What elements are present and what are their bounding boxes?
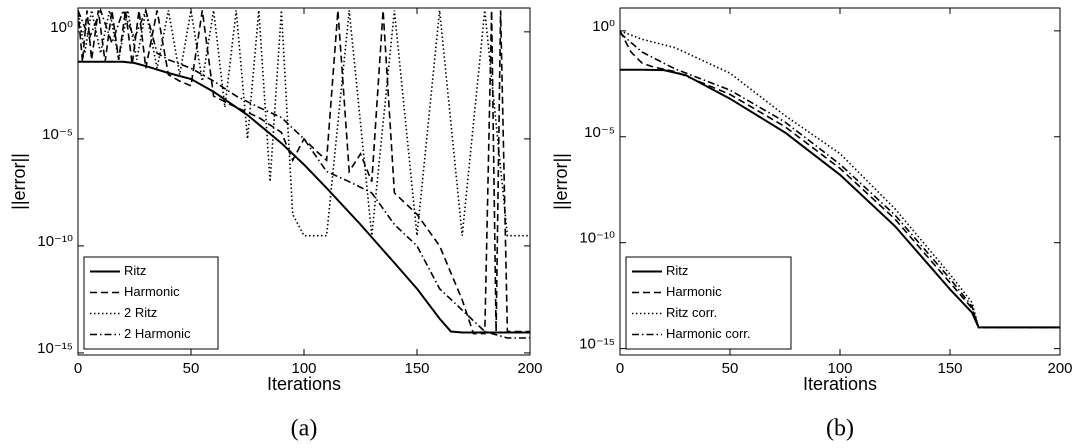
x-tick-label: 100 — [827, 360, 852, 377]
legend-label: Harmonic corr. — [666, 326, 751, 341]
legend-label: Harmonic — [124, 284, 180, 299]
y-tick-label: 10⁻¹⁵ — [579, 336, 615, 353]
caption: (a) — [291, 416, 318, 442]
axes-box — [77, 7, 531, 356]
x-tick-label: 150 — [937, 360, 962, 377]
x-axis-label: Iterations — [267, 374, 341, 394]
caption: (b) — [826, 416, 854, 442]
x-tick-label: 100 — [291, 360, 316, 377]
x-axis-label: Iterations — [803, 374, 877, 394]
series-line — [620, 30, 1060, 329]
y-axis-label: ||error|| — [9, 153, 29, 210]
legend-label: Ritz corr. — [666, 305, 717, 320]
series-line — [78, 10, 530, 335]
series-line — [620, 32, 1060, 329]
x-tick-label: 0 — [74, 360, 82, 377]
legend-label: Ritz — [124, 263, 146, 278]
legend-label: Harmonic — [666, 284, 722, 299]
axes-box — [619, 7, 1061, 356]
y-tick-label: 10⁻⁵ — [42, 126, 73, 143]
x-tick-label: 0 — [616, 360, 624, 377]
y-tick-label: 10⁰ — [592, 18, 615, 35]
panel: 0 50 100 150 200 10⁰ 10⁻⁵ 10⁻¹⁰ 10⁻¹⁵ Ritz Harmoni… — [551, 7, 1073, 442]
x-tick-label: 200 — [517, 360, 542, 377]
series-line — [78, 8, 530, 339]
y-tick-label: 10⁻¹⁰ — [37, 233, 73, 250]
y-tick-label: 10⁰ — [50, 19, 73, 36]
legend-label: 2 Ritz — [124, 305, 157, 320]
x-tick-label: 200 — [1047, 360, 1072, 377]
y-tick-label: 10⁻⁵ — [584, 124, 615, 141]
x-tick-label: 50 — [722, 360, 739, 377]
y-axis-label: ||error|| — [551, 153, 571, 210]
y-tick-label: 10⁻¹⁰ — [579, 230, 615, 247]
series-line — [78, 10, 530, 237]
x-tick-label: 50 — [183, 360, 200, 377]
y-tick-label: 10⁻¹⁵ — [37, 340, 73, 357]
legend-label: 2 Harmonic — [124, 326, 191, 341]
legend-label: Ritz — [666, 263, 688, 278]
x-tick-label: 150 — [404, 360, 429, 377]
panel: 0 50 100 150 200 10⁰ 10⁻⁵ 10⁻¹⁰ 10⁻¹⁵ Ritz Harmoni… — [9, 7, 543, 442]
series-line — [78, 60, 530, 334]
